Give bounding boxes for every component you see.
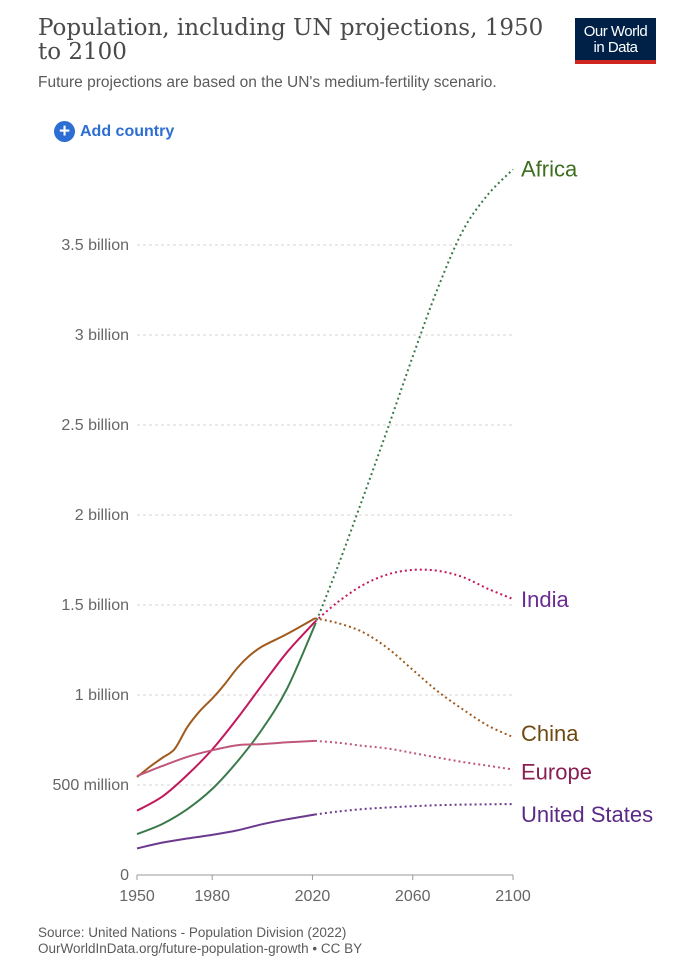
- plus-circle-icon: +: [54, 121, 75, 142]
- owid-logo[interactable]: Our World in Data: [575, 18, 656, 64]
- x-tick-label: 2100: [495, 888, 531, 905]
- x-tick-label: 2020: [295, 888, 331, 905]
- logo-line-2: in Data: [593, 39, 638, 56]
- united-states-historical-line: [136, 813, 316, 850]
- china-series-label: China: [521, 721, 579, 746]
- add-country-label: Add country: [80, 122, 175, 140]
- china-projection-line: [314, 617, 514, 739]
- x-tick-label: 2060: [395, 888, 431, 905]
- africa-series-label: Africa: [521, 156, 578, 181]
- y-tick-label: 3 billion: [75, 327, 129, 344]
- y-tick-label: 2.5 billion: [61, 417, 129, 434]
- india-projection-line: [314, 568, 514, 623]
- united-states-projection-line: [314, 803, 514, 816]
- logo-line-1: Our World: [583, 23, 648, 40]
- china-historical-line: [136, 617, 316, 778]
- india-historical-line: [136, 621, 316, 812]
- add-country-button[interactable]: + Add country: [54, 121, 174, 142]
- y-tick-label: 3.5 billion: [61, 237, 129, 254]
- y-tick-label: 0: [120, 867, 129, 884]
- africa-projection-line: [314, 168, 514, 626]
- source-text: Source: United Nations - Population Divi…: [38, 925, 347, 940]
- chart-title: Population, including UN projections, 19…: [38, 15, 544, 65]
- y-tick-label: 1 billion: [75, 687, 129, 704]
- source-note: Source: United Nations - Population Divi…: [38, 925, 362, 957]
- y-tick-label: 500 million: [53, 777, 129, 794]
- europe-historical-line: [136, 739, 316, 777]
- chart-subtitle: Future projections are based on the UN's…: [38, 74, 497, 91]
- europe-projection-line: [314, 739, 514, 771]
- united-states-series-label: United States: [521, 802, 653, 827]
- india-series-label: India: [521, 587, 569, 612]
- y-tick-label: 1.5 billion: [61, 597, 129, 614]
- y-tick-label: 2 billion: [75, 507, 129, 524]
- x-tick-label: 1950: [119, 888, 155, 905]
- africa-historical-line: [136, 624, 316, 836]
- europe-series-label: Europe: [521, 760, 592, 785]
- x-tick-label: 1980: [194, 888, 230, 905]
- source-link[interactable]: OurWorldInData.org/future-population-gro…: [38, 941, 363, 956]
